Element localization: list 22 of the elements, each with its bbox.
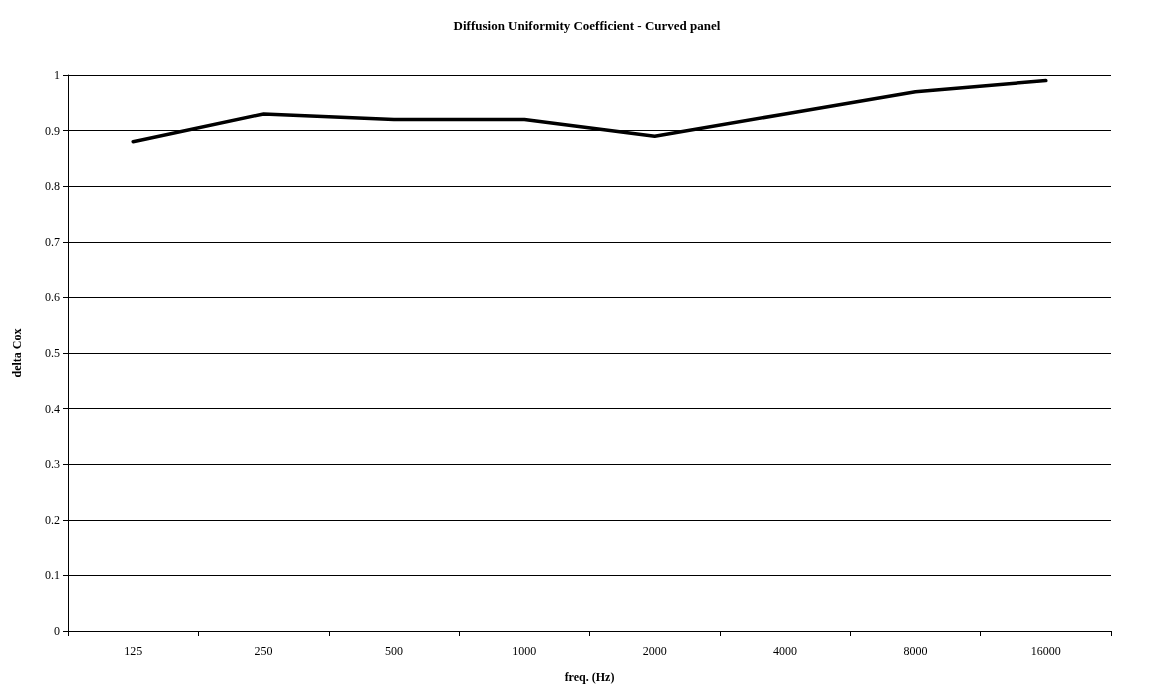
- y-tick-label: 0: [54, 624, 60, 638]
- y-tick-label: 0.5: [45, 346, 60, 360]
- y-tick-label: 0.9: [45, 123, 60, 138]
- x-tick-label: 4000: [773, 644, 798, 658]
- x-tick-label: 250: [254, 644, 273, 658]
- x-axis-title: freq. (Hz): [564, 670, 615, 684]
- x-tick-label: 16000: [1030, 644, 1061, 658]
- y-tick-label: 0.6: [45, 290, 60, 305]
- x-tick-label: 8000: [903, 644, 928, 658]
- y-tick-label: 0.8: [45, 179, 60, 194]
- x-tick-label: 125: [124, 644, 143, 658]
- y-tick-label: 0.2: [45, 512, 60, 527]
- y-tick-label: 0.1: [45, 568, 60, 583]
- x-tick-label: 2000: [642, 644, 667, 658]
- x-tick-label: 500: [384, 644, 403, 658]
- y-axis-title: delta Cox: [10, 328, 24, 378]
- y-tick-label: 0.3: [45, 457, 60, 472]
- x-tick-label: 1000: [512, 644, 537, 658]
- y-tick-label: 0.7: [45, 234, 60, 249]
- y-tick-label: 1: [54, 68, 60, 82]
- chart-title: Diffusion Uniformity Coefficient - Curved panel: [453, 18, 721, 33]
- y-tick-label: 0.4: [45, 401, 60, 416]
